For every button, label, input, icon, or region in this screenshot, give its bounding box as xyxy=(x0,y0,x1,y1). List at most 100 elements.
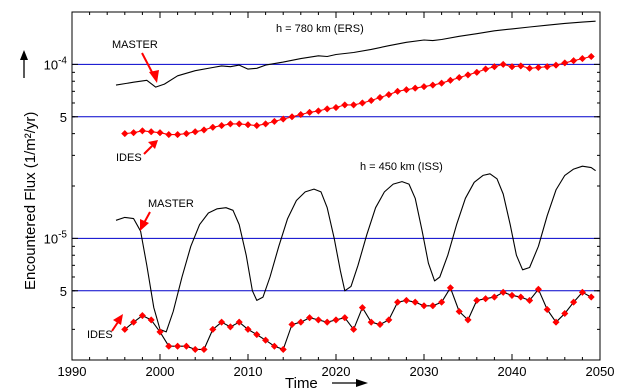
iss_ides-point-45 xyxy=(517,293,525,301)
arrow-ers-ides xyxy=(143,145,153,155)
iss_ides-point-19 xyxy=(288,320,296,329)
ers_ides-point-7 xyxy=(182,129,191,138)
ers_ides-point-8 xyxy=(191,128,199,136)
ers_ides-point-44 xyxy=(508,63,516,71)
ers_ides-point-42 xyxy=(490,63,499,71)
ers_ides-point-39 xyxy=(464,71,472,79)
iss_ides-point-21 xyxy=(305,314,314,322)
iss_ides-point-48 xyxy=(543,305,551,314)
iss_ides-point-43 xyxy=(499,288,507,296)
arrow-iss-ides xyxy=(111,321,119,332)
iss_ides-point-7 xyxy=(182,342,191,350)
ers_ides-point-43 xyxy=(499,60,507,69)
annotation-iss-master: MASTER xyxy=(148,198,194,210)
iss_ides-point-49 xyxy=(552,318,560,326)
ers_ides-point-5 xyxy=(165,130,173,139)
ers_ides-point-32 xyxy=(402,86,411,94)
iss_ides-point-22 xyxy=(314,316,323,324)
ers_ides-point-18 xyxy=(279,115,287,123)
ers_ides-point-0 xyxy=(121,129,129,138)
annotation-ers-master: MASTER xyxy=(112,39,158,51)
ers_ides-point-12 xyxy=(226,120,235,128)
ers_ides-point-19 xyxy=(288,113,296,121)
ers_ides-point-13 xyxy=(235,120,243,128)
x-tick-label-4: 2030 xyxy=(410,364,439,379)
arrow-iss-master xyxy=(143,211,151,224)
iss_ides-point-23 xyxy=(323,318,331,326)
iss_ides-point-12 xyxy=(226,323,235,331)
ers_ides-point-15 xyxy=(253,121,261,130)
arrow-iss-master-head xyxy=(140,219,149,231)
iss_ides-point-0 xyxy=(121,325,129,334)
ers_ides-point-26 xyxy=(349,101,358,109)
ers_ides-point-40 xyxy=(473,68,481,76)
annotation-arrows xyxy=(111,52,159,332)
ers_ides-point-23 xyxy=(323,105,331,113)
ers_ides-point-53 xyxy=(587,52,595,61)
iss_ides-point-41 xyxy=(481,295,490,303)
ers_ides-point-16 xyxy=(261,120,270,128)
iss_ides-point-35 xyxy=(429,302,437,310)
ers_ides-point-22 xyxy=(314,107,323,115)
iss_ides-point-29 xyxy=(376,320,384,329)
iss_ides-point-3 xyxy=(147,316,155,324)
ers_ides-point-2 xyxy=(138,127,147,135)
iss_ides-point-44 xyxy=(508,291,516,300)
ers_ides-point-50 xyxy=(561,59,569,67)
ers_ides-point-10 xyxy=(209,123,217,131)
x-axis-title: Time xyxy=(285,375,318,391)
ers_ides-point-28 xyxy=(367,96,375,105)
iss_ides-point-31 xyxy=(393,298,402,306)
ers_ides-point-36 xyxy=(437,79,446,87)
x-axis-title-arrow xyxy=(332,379,368,387)
ers_ides-point-51 xyxy=(569,57,578,65)
iss_ides-point-28 xyxy=(367,318,375,326)
ers_ides-point-25 xyxy=(341,101,349,109)
iss_ides-point-10 xyxy=(209,325,217,334)
iss_ides-point-27 xyxy=(358,303,367,312)
y-axis-title-arrow xyxy=(20,50,28,78)
ers_ides-point-14 xyxy=(244,121,252,129)
iss_ides-point-52 xyxy=(578,288,587,296)
iss_ides-point-33 xyxy=(411,298,419,306)
iss_ides-point-20 xyxy=(297,318,305,326)
y-tick-labels: 10-4 5 10-5 5 xyxy=(44,55,68,298)
iss_ides-point-39 xyxy=(464,316,472,324)
iss_ides-point-11 xyxy=(217,318,226,326)
iss_ides-point-14 xyxy=(244,325,252,334)
iss_ides-point-32 xyxy=(402,296,411,305)
ers_master-line xyxy=(115,20,596,88)
iss_ides-point-4 xyxy=(156,328,164,336)
iss_ides-point-24 xyxy=(332,316,340,324)
ers_ides-point-9 xyxy=(200,126,208,134)
iss_ides-point-46 xyxy=(525,296,534,305)
iss_ides-point-26 xyxy=(349,325,358,334)
iss_ides-point-30 xyxy=(385,316,393,324)
iss_ides-point-6 xyxy=(173,342,182,350)
iss_ides-point-16 xyxy=(261,336,270,344)
y-axis-title: Encountered Flux (1/m²/yr) xyxy=(22,112,39,290)
ers_ides-point-4 xyxy=(156,129,164,137)
x-tick-label-1: 2000 xyxy=(146,364,175,379)
ers_ides-point-47 xyxy=(534,63,543,72)
ers_ides-point-11 xyxy=(217,121,226,130)
iss_ides-point-15 xyxy=(253,330,261,339)
ers_ides-point-38 xyxy=(455,73,463,82)
annotation-iss-ides: IDES xyxy=(87,329,113,341)
y-tick-label-2: 10-5 xyxy=(44,229,68,246)
arrow-ers-ides-head xyxy=(148,140,158,149)
ers_ides-point-33 xyxy=(411,84,419,92)
ers_ides-point-48 xyxy=(543,63,551,71)
ers_ides-point-41 xyxy=(481,65,490,73)
annotation-iss-title: h = 450 km (ISS) xyxy=(360,161,443,173)
ers_ides-point-3 xyxy=(147,128,155,136)
annotation-ers-ides: IDES xyxy=(116,152,142,164)
iss_ides-point-13 xyxy=(235,318,243,326)
ers_ides-point-17 xyxy=(270,117,279,126)
iss_ides-point-17 xyxy=(270,342,279,350)
x-tick-label-5: 2040 xyxy=(498,364,527,379)
ers_ides-point-27 xyxy=(358,99,367,107)
arrow-ers-master-head xyxy=(149,70,159,83)
arrow-iss-ides-head xyxy=(113,314,123,325)
